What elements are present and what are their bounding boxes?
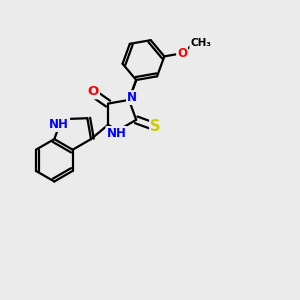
Text: O: O: [177, 47, 187, 60]
Text: NH: NH: [106, 127, 126, 140]
Text: S: S: [150, 118, 161, 134]
Text: CH₃: CH₃: [190, 38, 211, 48]
Text: NH: NH: [49, 118, 69, 131]
Text: N: N: [127, 91, 137, 104]
Text: O: O: [88, 85, 99, 98]
